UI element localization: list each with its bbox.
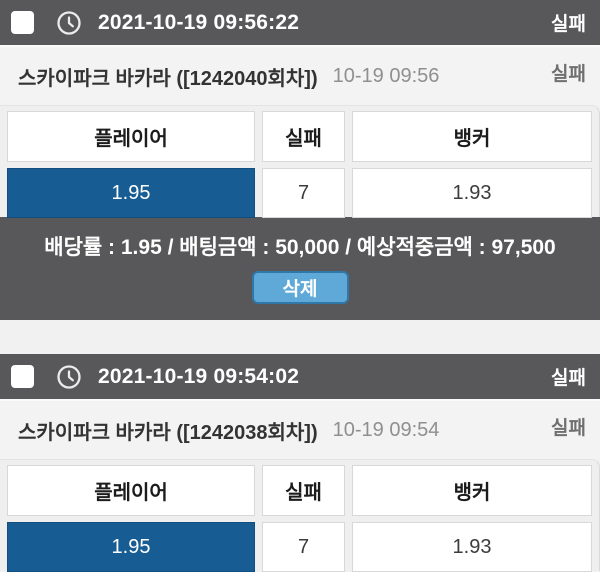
odds-header-tie: 실패 (262, 465, 345, 516)
bet-timestamp: 2021-10-19 09:56:22 (98, 10, 300, 34)
entry-checkbox[interactable] (11, 11, 34, 34)
odds-table: 플레이어 실패 뱅커 1.95 7 1.93 (0, 459, 600, 572)
entry-header-bar: 2021-10-19 09:56:22 실패 (0, 0, 600, 47)
bet-history-entry: 2021-10-19 09:54:02 실패 스카이파크 바카라 ([12420… (0, 354, 600, 572)
status-badge: 실패 (551, 418, 586, 439)
game-time: 10-19 09:56 (332, 64, 440, 87)
bet-timestamp: 2021-10-19 09:54:02 (98, 364, 300, 388)
game-title-row[interactable]: 스카이파크 바카라 ([1242040회차]) 10-19 09:56 실패 (0, 47, 600, 105)
odds-header-player: 플레이어 (7, 465, 255, 516)
odds-table: 플레이어 실패 뱅커 1.95 7 1.93 (0, 105, 600, 218)
game-title-row[interactable]: 스카이파크 바카라 ([1242038회차]) 10-19 09:54 실패 (0, 401, 600, 459)
clock-icon (56, 364, 82, 390)
odds-header-banker: 뱅커 (352, 465, 592, 516)
bet-history-entry: 2021-10-19 09:56:22 실패 스카이파크 바카라 ([12420… (0, 0, 600, 320)
odds-cell-banker: 1.93 (352, 168, 592, 218)
bet-summary-text: 배당률 : 1.95 / 배팅금액 : 50,000 / 예상적중금액 : 97… (44, 236, 556, 259)
status-badge: 실패 (551, 368, 586, 389)
odds-header-tie: 실패 (262, 111, 345, 162)
odds-header-banker: 뱅커 (352, 111, 592, 162)
clock-icon (56, 10, 82, 36)
game-time: 10-19 09:54 (332, 418, 440, 441)
odds-cell-tie: 7 (262, 522, 345, 572)
bet-summary-panel: 배당률 : 1.95 / 배팅금액 : 50,000 / 예상적중금액 : 97… (0, 217, 600, 320)
game-name: 스카이파크 바카라 ([1242040회차]) (18, 67, 318, 90)
odds-cell-tie: 7 (262, 168, 345, 218)
delete-button[interactable]: 삭제 (251, 271, 349, 304)
odds-cell-banker: 1.93 (352, 522, 592, 572)
entry-header-bar: 2021-10-19 09:54:02 실패 (0, 354, 600, 401)
status-badge: 실패 (551, 14, 586, 35)
odds-cell-player-selected: 1.95 (7, 522, 255, 572)
entry-checkbox[interactable] (11, 365, 34, 388)
status-badge: 실패 (551, 64, 586, 85)
odds-header-player: 플레이어 (7, 111, 255, 162)
odds-cell-player-selected: 1.95 (7, 168, 255, 218)
game-name: 스카이파크 바카라 ([1242038회차]) (18, 421, 318, 444)
section-divider (0, 320, 600, 354)
